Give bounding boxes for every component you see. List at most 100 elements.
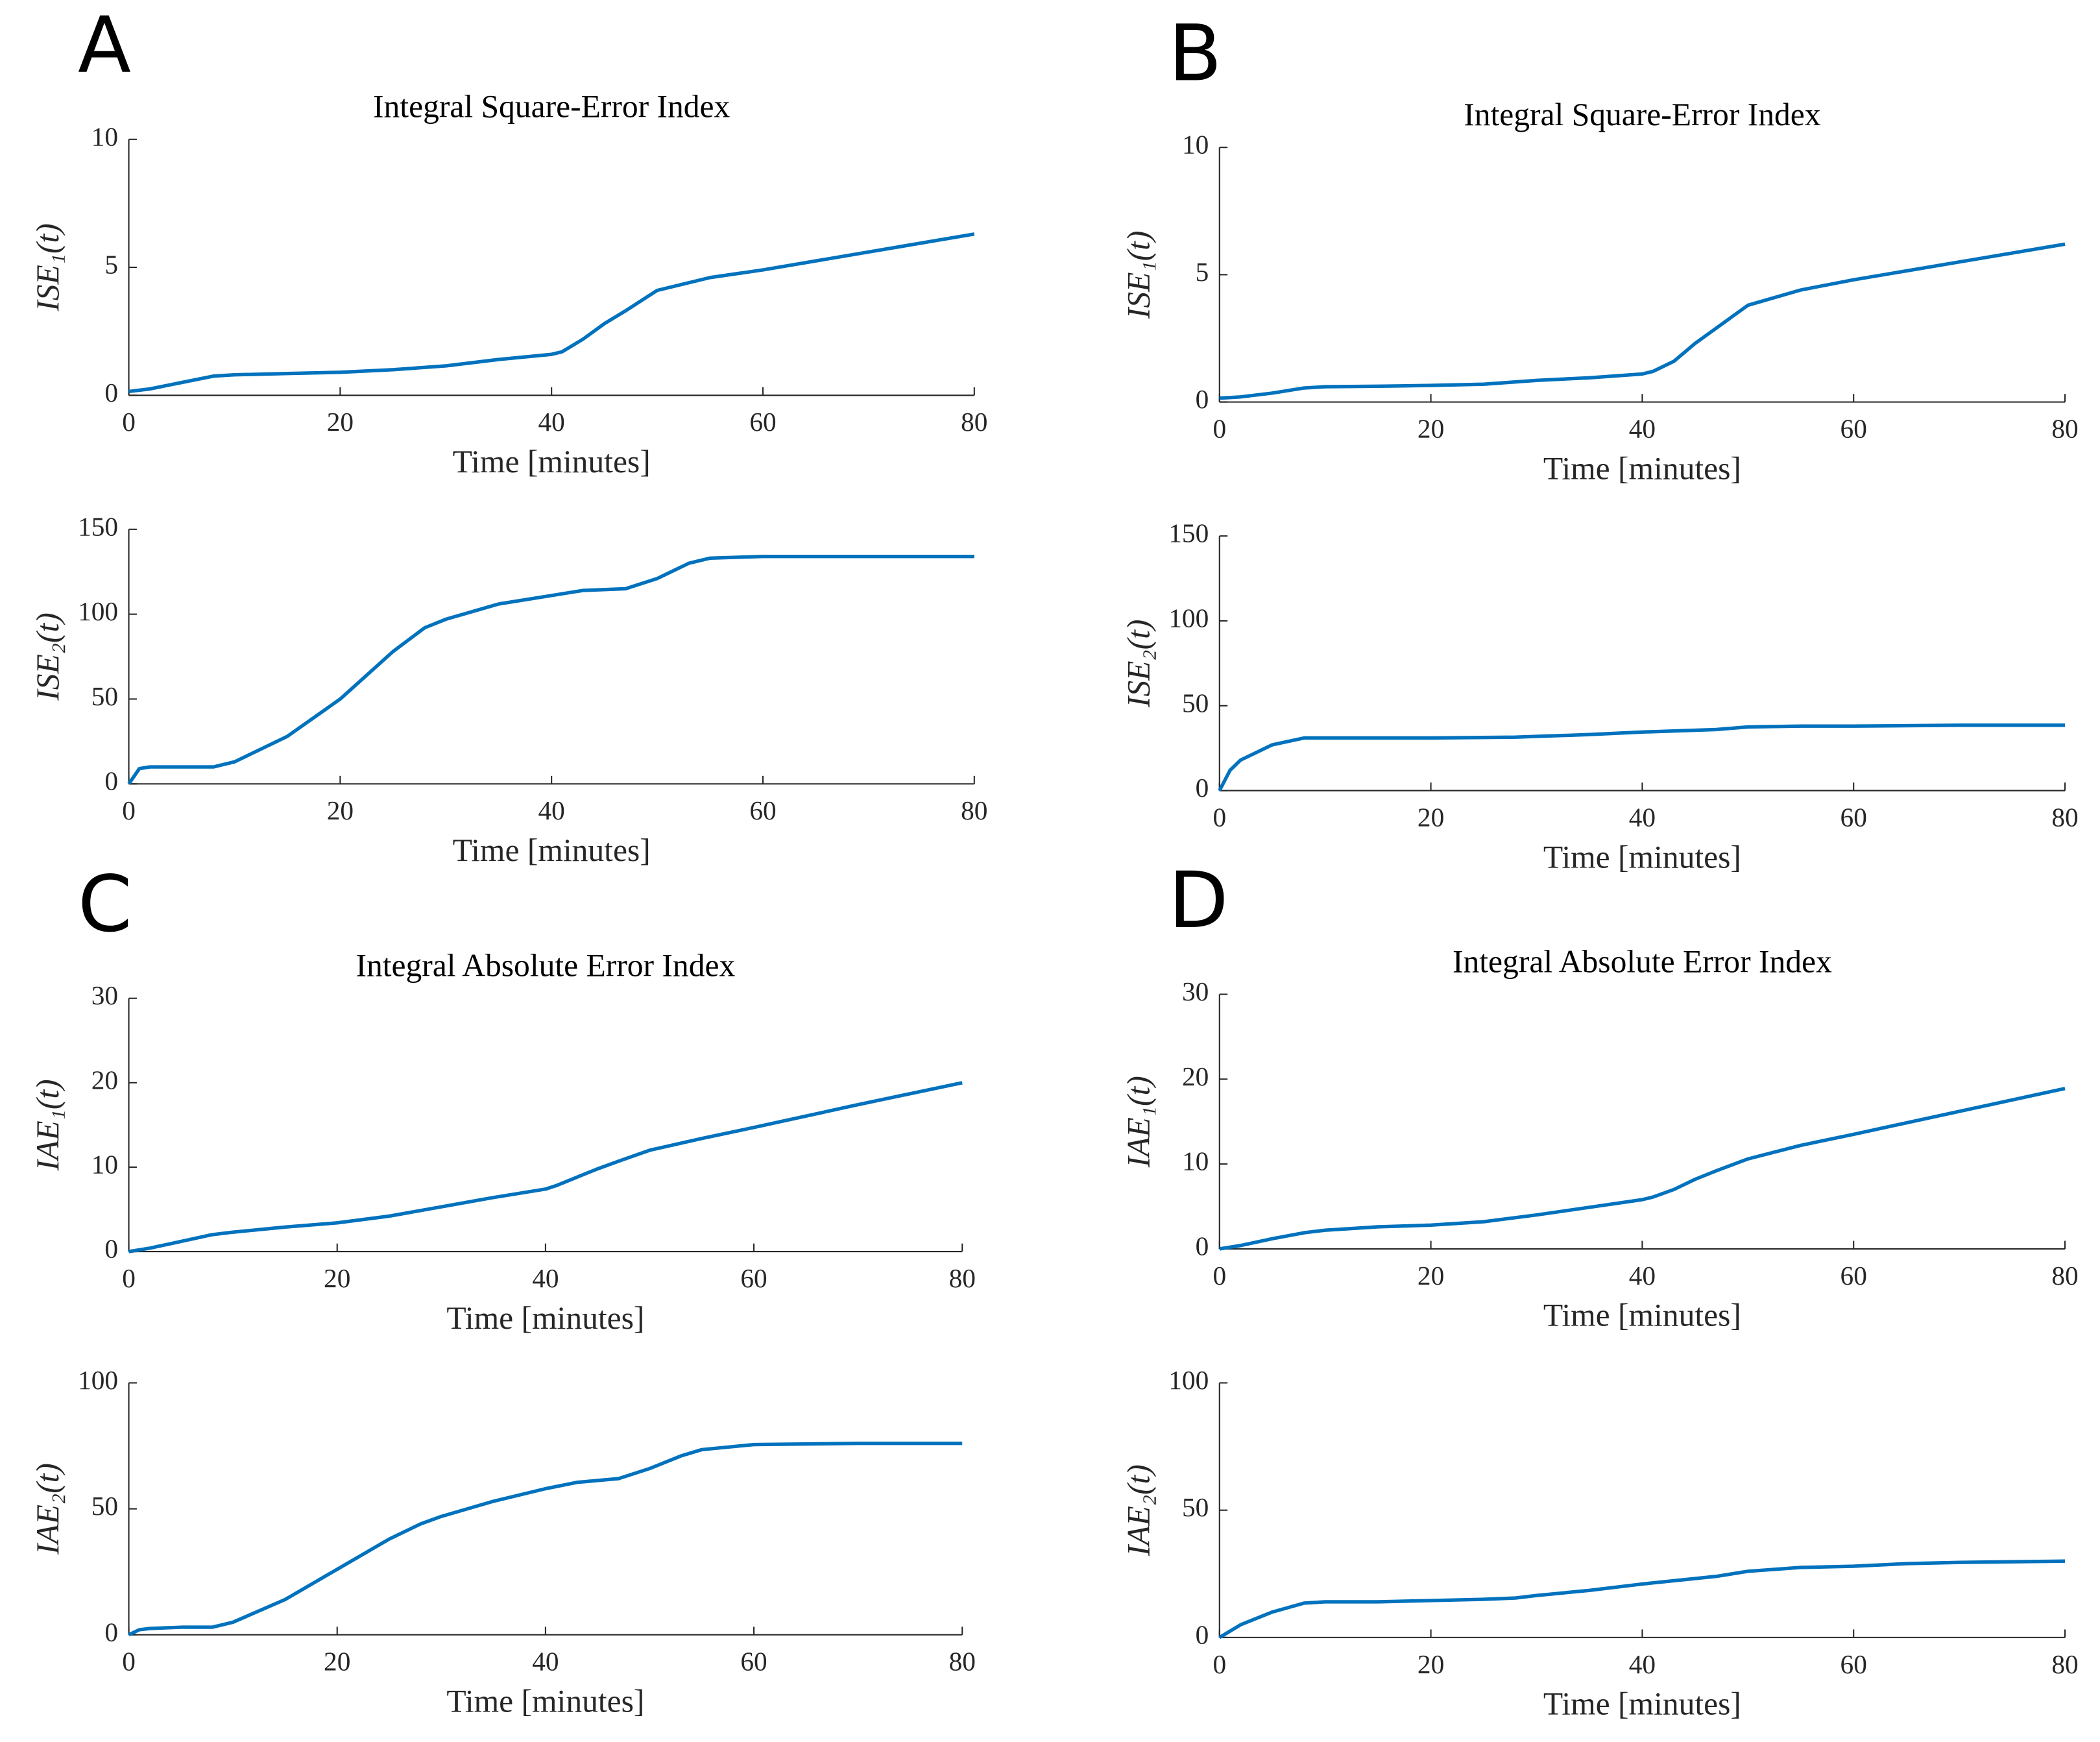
y-axis-label: ISE₂(t) bbox=[1120, 620, 1156, 708]
data-line bbox=[1219, 1087, 2066, 1251]
x-tick-label: 80 bbox=[949, 1263, 976, 1293]
x-axis-label: Time [minutes] bbox=[1543, 1686, 1741, 1722]
y-tick-label: 100 bbox=[78, 596, 118, 626]
x-tick-label: 40 bbox=[1629, 802, 1656, 832]
y-tick-label: 50 bbox=[1182, 688, 1209, 718]
x-tick-label: 20 bbox=[324, 1647, 350, 1676]
y-axis-label: ISE₁(t) bbox=[1120, 231, 1156, 320]
x-tick-label: 40 bbox=[1629, 1649, 1656, 1679]
y-tick-label: 100 bbox=[78, 1365, 118, 1395]
x-tick-label: 40 bbox=[532, 1263, 559, 1293]
y-tick-label: 5 bbox=[1196, 257, 1209, 287]
data-line bbox=[128, 1081, 963, 1253]
y-tick-label: 30 bbox=[1182, 976, 1209, 1006]
y-tick-label: 100 bbox=[1168, 603, 1209, 633]
x-tick-label: 20 bbox=[1418, 1261, 1444, 1290]
y-axis-label: IAE₂(t) bbox=[30, 1463, 66, 1555]
chart-title: Integral Square-Error Index bbox=[373, 89, 730, 125]
x-tick-label: 80 bbox=[949, 1647, 976, 1676]
y-tick-label: 0 bbox=[104, 1234, 118, 1264]
x-tick-label: 60 bbox=[1841, 1261, 1867, 1290]
y-tick-label: 20 bbox=[1182, 1061, 1209, 1091]
x-tick-label: 40 bbox=[538, 795, 565, 825]
x-tick-label: 60 bbox=[740, 1263, 767, 1293]
y-axis-label: IAE₂(t) bbox=[1120, 1464, 1156, 1556]
y-axis-label: IAE₁(t) bbox=[1120, 1076, 1156, 1168]
panel-letter: B bbox=[1168, 9, 1222, 99]
x-tick-label: 60 bbox=[1841, 1649, 1867, 1679]
x-axis-label: Time [minutes] bbox=[453, 444, 651, 479]
data-line bbox=[1219, 242, 2066, 400]
y-tick-label: 0 bbox=[1196, 1231, 1209, 1261]
x-axis-label: Time [minutes] bbox=[446, 1684, 644, 1719]
x-tick-label: 60 bbox=[1841, 414, 1867, 444]
x-tick-label: 60 bbox=[1841, 802, 1867, 832]
x-tick-label: 80 bbox=[2051, 414, 2078, 444]
y-tick-label: 50 bbox=[91, 1491, 118, 1521]
x-tick-label: 0 bbox=[122, 407, 136, 437]
chart-title: Integral Absolute Error Index bbox=[1453, 943, 1832, 979]
y-tick-label: 0 bbox=[1196, 773, 1209, 803]
x-tick-label: 20 bbox=[1418, 414, 1444, 444]
x-tick-label: 20 bbox=[324, 1263, 350, 1293]
data-line bbox=[1218, 723, 2066, 792]
x-tick-label: 60 bbox=[749, 407, 776, 437]
y-tick-label: 100 bbox=[1168, 1365, 1209, 1395]
x-axis-label: Time [minutes] bbox=[453, 832, 651, 868]
y-axis-label: IAE₁(t) bbox=[30, 1079, 66, 1171]
y-tick-label: 50 bbox=[1182, 1492, 1209, 1522]
data-line bbox=[128, 232, 975, 394]
x-tick-label: 80 bbox=[961, 795, 987, 825]
y-tick-label: 0 bbox=[1196, 1619, 1209, 1649]
x-tick-label: 0 bbox=[1213, 1261, 1226, 1290]
x-tick-label: 80 bbox=[2051, 1261, 2078, 1290]
x-tick-label: 40 bbox=[538, 407, 565, 437]
x-tick-label: 0 bbox=[122, 1647, 136, 1676]
x-tick-label: 0 bbox=[1213, 1649, 1226, 1679]
y-tick-label: 0 bbox=[104, 766, 118, 796]
panel-letter: A bbox=[78, 1, 131, 91]
x-tick-label: 0 bbox=[1213, 802, 1226, 832]
panel-letter: D bbox=[1168, 856, 1228, 946]
x-tick-label: 0 bbox=[122, 1263, 136, 1293]
x-tick-label: 60 bbox=[749, 795, 776, 825]
y-tick-label: 0 bbox=[104, 1617, 118, 1647]
x-axis-label: Time [minutes] bbox=[1543, 450, 1741, 486]
y-axis-label: ISE₂(t) bbox=[30, 612, 66, 701]
y-tick-label: 50 bbox=[91, 681, 118, 711]
x-tick-label: 0 bbox=[1213, 414, 1226, 444]
x-tick-label: 40 bbox=[1629, 414, 1656, 444]
panel-letter: C bbox=[78, 860, 132, 950]
y-tick-label: 10 bbox=[91, 121, 118, 151]
x-axis-label: Time [minutes] bbox=[446, 1300, 644, 1336]
x-axis-label: Time [minutes] bbox=[1543, 839, 1741, 875]
x-tick-label: 80 bbox=[2051, 1649, 2078, 1679]
y-tick-label: 5 bbox=[104, 250, 118, 280]
y-tick-label: 10 bbox=[1182, 130, 1209, 160]
y-tick-label: 150 bbox=[1168, 518, 1209, 548]
data-line bbox=[1218, 1559, 2066, 1639]
y-axis-label: ISE₁(t) bbox=[30, 223, 66, 312]
chart-title: Integral Square-Error Index bbox=[1464, 97, 1820, 132]
x-tick-label: 0 bbox=[122, 795, 136, 825]
data-line bbox=[127, 555, 974, 785]
y-tick-label: 0 bbox=[104, 378, 118, 407]
x-tick-label: 80 bbox=[961, 407, 987, 437]
y-tick-label: 20 bbox=[91, 1065, 118, 1095]
x-tick-label: 20 bbox=[1418, 802, 1444, 832]
y-tick-label: 0 bbox=[1196, 384, 1209, 414]
chart-title: Integral Absolute Error Index bbox=[356, 948, 736, 984]
y-tick-label: 150 bbox=[78, 511, 118, 541]
y-tick-label: 30 bbox=[91, 980, 118, 1010]
x-axis-label: Time [minutes] bbox=[1543, 1298, 1741, 1333]
x-tick-label: 60 bbox=[740, 1647, 767, 1676]
data-line bbox=[128, 1441, 963, 1637]
y-tick-label: 10 bbox=[1182, 1146, 1209, 1176]
x-tick-label: 20 bbox=[1418, 1649, 1444, 1679]
x-tick-label: 20 bbox=[327, 795, 354, 825]
x-tick-label: 40 bbox=[1629, 1261, 1656, 1290]
x-tick-label: 20 bbox=[327, 407, 354, 437]
y-tick-label: 10 bbox=[91, 1149, 118, 1179]
x-tick-label: 80 bbox=[2051, 802, 2078, 832]
